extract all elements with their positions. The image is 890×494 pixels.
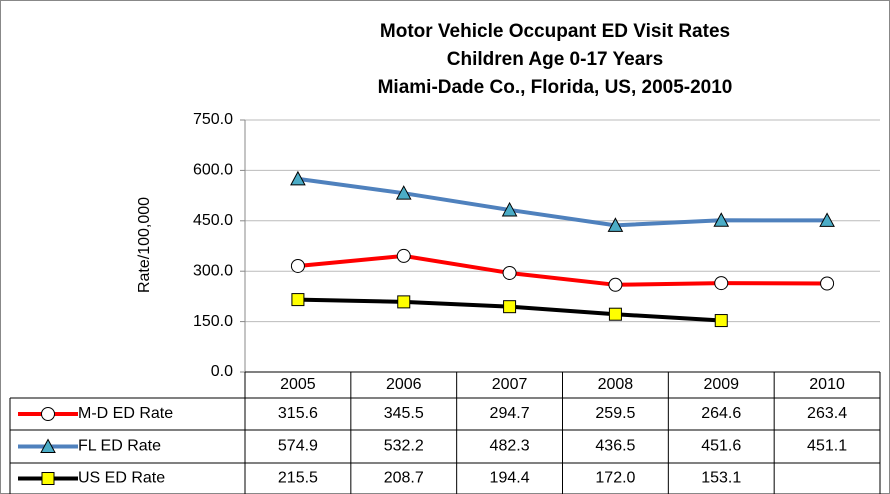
legend-marker <box>40 438 56 453</box>
x-tick-label: 2006 <box>386 376 422 393</box>
y-tick-label: 600.0 <box>193 162 233 179</box>
chart-title: Children Age 0-17 Years <box>447 49 664 70</box>
series-line <box>297 176 828 228</box>
marker <box>819 212 835 227</box>
x-tick-label: 2008 <box>598 376 634 393</box>
legend-marker <box>41 407 55 421</box>
table-value: 315.6 <box>278 405 318 422</box>
marker <box>501 201 518 217</box>
table-value: 451.1 <box>807 438 847 455</box>
x-tick-label: 2010 <box>809 376 845 393</box>
y-tick-label: 150.0 <box>193 313 233 330</box>
marker <box>290 170 306 186</box>
marker <box>714 276 729 291</box>
legend-marker <box>41 472 55 485</box>
series-line <box>297 253 828 287</box>
table-value: 436.5 <box>595 438 635 455</box>
table-value: 574.9 <box>278 438 318 455</box>
table-value: 263.4 <box>807 405 847 422</box>
table-value: 153.1 <box>701 470 741 487</box>
marker <box>503 300 517 314</box>
table-value: 451.6 <box>701 438 741 455</box>
y-tick-label: 0.0 <box>211 363 233 380</box>
table-value: 264.6 <box>701 405 741 422</box>
table-value: 172.0 <box>595 470 635 487</box>
marker <box>608 307 622 321</box>
chart-title: Miami-Dade Co., Florida, US, 2005-2010 <box>378 77 733 98</box>
marker <box>607 217 624 232</box>
marker <box>713 212 730 227</box>
marker <box>502 265 517 280</box>
table-value: 208.7 <box>384 470 424 487</box>
legend-label: M-D ED Rate <box>78 405 173 422</box>
table-value: 194.4 <box>490 470 530 487</box>
y-tick-label: 450.0 <box>193 212 233 229</box>
marker <box>397 295 411 309</box>
legend-label: FL ED Rate <box>78 438 161 455</box>
table-value: 482.3 <box>490 438 530 455</box>
marker <box>395 185 412 200</box>
y-tick-label: 750.0 <box>193 111 233 128</box>
marker <box>290 258 305 273</box>
y-axis-label: Rate/100,000 <box>136 197 153 293</box>
legend-label: US ED Rate <box>78 470 165 487</box>
y-tick-label: 300.0 <box>193 262 233 279</box>
table-value: 532.2 <box>384 438 424 455</box>
chart-title: Motor Vehicle Occupant ED Visit Rates <box>380 21 730 42</box>
x-tick-label: 2009 <box>703 376 739 393</box>
marker <box>714 314 728 328</box>
marker <box>820 276 835 291</box>
marker <box>608 277 623 292</box>
x-tick-label: 2007 <box>492 376 528 393</box>
marker <box>396 248 411 263</box>
marker <box>291 293 305 307</box>
table-value: 294.7 <box>490 405 530 422</box>
table-value: 215.5 <box>278 470 318 487</box>
x-tick-label: 2005 <box>280 376 316 393</box>
table-value: 345.5 <box>384 405 424 422</box>
table-value: 259.5 <box>595 405 635 422</box>
